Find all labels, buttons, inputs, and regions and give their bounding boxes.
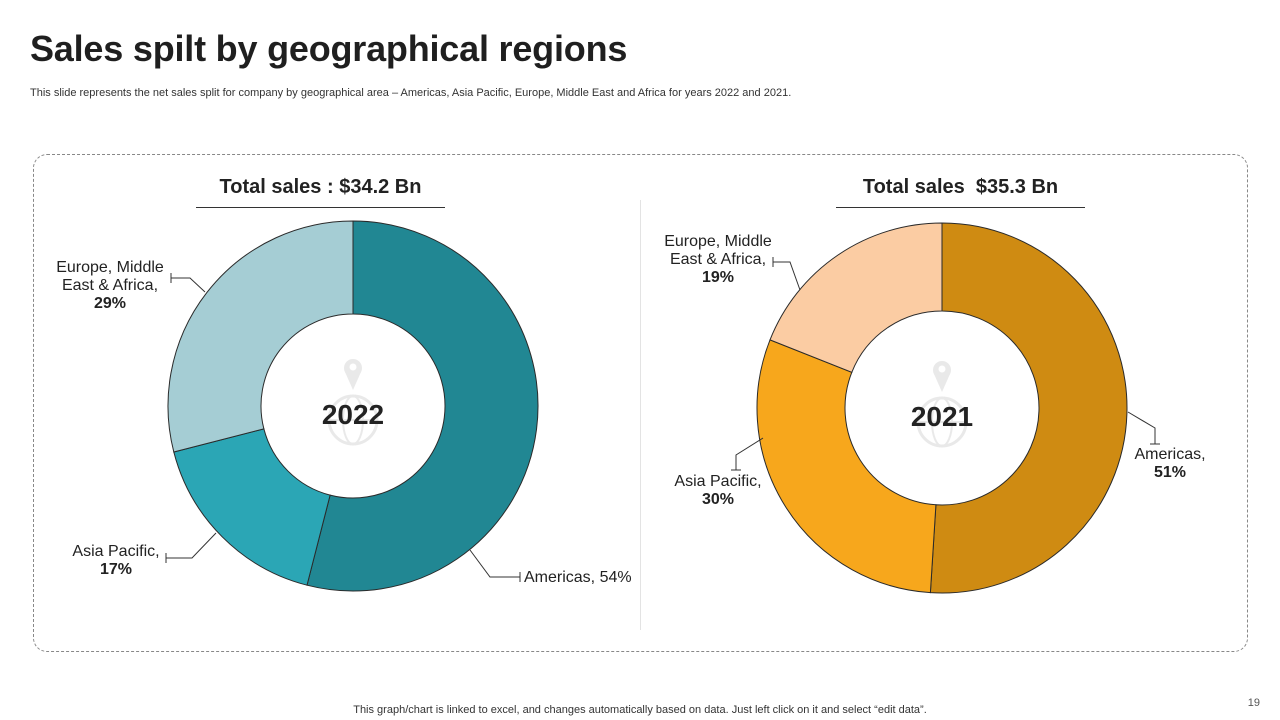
data-label-emea: Europe, Middle East & Africa, 19% [664,233,772,286]
data-label-asia-pacific: Asia Pacific, 17% [72,543,159,578]
data-label-emea: Europe, Middle East & Africa, 29% [56,259,164,312]
charts-panel [33,154,1248,652]
leader-line-emea [773,261,801,291]
page-number: 19 [1247,697,1260,709]
total-sales-2022: Total sales : $34.2 Bn [219,176,422,198]
slice-asia-pacific-2021 [756,339,937,594]
slice-emea-2021 [769,222,943,373]
donut-chart-2022: 2022 Americas, 54% Asia Pacific, 17% Europe,… [56,220,632,592]
slice-americas-2021 [929,222,1128,594]
leader-line-americas [1127,411,1156,444]
data-label-asia-pacific: Asia Pacific, 30% [674,473,761,508]
data-label-americas: Americas, 54% [524,569,632,586]
total-sales-2021: Total sales $35.3 Bn [862,176,1059,198]
data-label-americas: Americas, 51% [1134,446,1205,481]
leader-line-emea [171,277,206,293]
footer-note: This graph/chart is linked to excel, and… [353,704,927,716]
donut-chart-2021: 2021 Americas, 51% Asia Pacific, 30% Europe, … [664,222,1206,594]
center-year-label: 2022 [322,399,384,430]
total-sales-2021-underline [836,207,1085,208]
globe-pin-icon [327,359,379,446]
total-sales-2022-underline [196,207,445,208]
slice-emea-2022 [167,220,354,453]
slice-americas-2022 [306,220,539,592]
leader-line-asia-pacific [735,437,764,470]
leader-line-asia-pacific [166,532,217,559]
globe-pin-icon [916,361,968,448]
center-year-label: 2021 [911,401,973,432]
slide-title: Sales spilt by geographical regions [30,28,628,69]
slide-subtitle: This slide represents the net sales spli… [30,87,792,99]
leader-line-americas [469,549,520,578]
slice-asia-pacific-2022 [173,428,331,586]
panel-divider [640,200,641,630]
